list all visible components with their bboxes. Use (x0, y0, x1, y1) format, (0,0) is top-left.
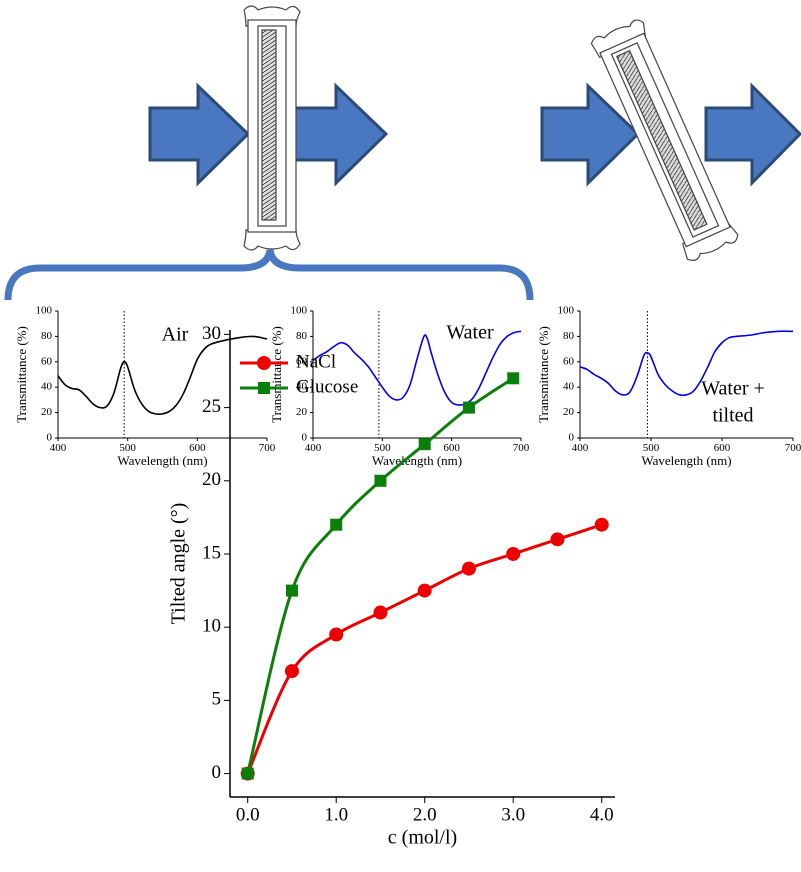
marker (373, 605, 388, 620)
marker (462, 401, 475, 414)
x-tick-label: 2.0 (413, 805, 437, 826)
x-axis-label: c (mol/l) (388, 827, 457, 849)
x-tick-label: 500 (643, 442, 660, 454)
y-tick-label: 5 (212, 689, 222, 710)
chart: 400 500 600 700 0 20 40 60 80 100 Wavelength (nm) T… (269, 305, 530, 468)
legend-marker (258, 382, 270, 394)
y-tick-label: 20 (563, 406, 575, 418)
diagram (4, 5, 801, 301)
arrow (288, 82, 389, 187)
annotation: Air (162, 324, 189, 346)
marker (550, 532, 565, 547)
x-tick-label: 400 (305, 442, 322, 454)
marker (417, 583, 432, 598)
marker (507, 372, 520, 385)
x-tick-label: 600 (714, 442, 731, 454)
arrow (704, 82, 801, 187)
y-tick-label: 100 (558, 305, 575, 317)
marker (418, 438, 431, 451)
x-tick-label: 4.0 (590, 805, 614, 826)
chart: 0.0 1.0 2.0 3.0 4.0 0 5 10 15 20 25 30 c (mol/l) Tilt… (168, 323, 615, 849)
marker (506, 546, 521, 561)
arrow (540, 82, 641, 187)
annotation: Water + (701, 378, 765, 400)
y-tick-label: 80 (563, 330, 575, 342)
y-axis-label: Tilted angle (°) (168, 503, 190, 625)
y-tick-label: 60 (296, 355, 308, 367)
x-tick-label: 3.0 (501, 805, 525, 826)
marker (594, 517, 609, 532)
x-tick-label: 600 (443, 442, 460, 454)
brace (4, 249, 534, 301)
annotation: tilted (712, 405, 753, 427)
y-tick-label: 15 (202, 542, 221, 563)
y-tick-label: 100 (36, 305, 53, 317)
x-tick-label: 600 (189, 442, 206, 454)
line (57, 335, 268, 415)
y-tick-label: 20 (202, 469, 221, 490)
marker (330, 518, 343, 531)
x-tick-label: 700 (513, 442, 530, 454)
x-tick-label: 400 (50, 442, 67, 454)
x-axis-label: Wavelength (nm) (117, 453, 207, 468)
x-tick-label: 500 (374, 442, 391, 454)
y-tick-label: 0 (302, 432, 308, 444)
x-tick-label: 700 (259, 442, 276, 454)
y-tick-label: 30 (202, 323, 221, 344)
y-axis-label: Transmittance (%) (269, 326, 284, 423)
marker (461, 561, 476, 576)
x-tick-label: 500 (119, 442, 136, 454)
chart: 400 500 600 700 0 20 40 60 80 100 Wavelength (nm) T… (536, 305, 801, 468)
y-tick-label: 80 (296, 330, 308, 342)
x-tick-label: 400 (572, 442, 589, 454)
marker (241, 767, 254, 780)
line (579, 330, 794, 397)
x-axis-label: Wavelength (nm) (372, 453, 462, 468)
y-tick-label: 0 (47, 432, 53, 444)
y-tick-label: 20 (296, 406, 308, 418)
x-tick-label: 700 (785, 442, 801, 454)
marker (329, 627, 344, 642)
annotation: Water (446, 322, 494, 344)
legend-label: Glucose (296, 376, 358, 397)
y-axis-label: Transmittance (%) (14, 326, 29, 423)
marker (284, 664, 299, 679)
slide (243, 5, 301, 251)
x-tick-label: 1.0 (324, 805, 348, 826)
legend-label: NaCl (296, 351, 336, 372)
marker (374, 474, 387, 487)
y-tick-label: 40 (41, 381, 53, 393)
arrow (148, 82, 251, 187)
line (312, 330, 522, 406)
y-axis-label: Transmittance (%) (536, 326, 551, 423)
y-tick-label: 20 (41, 406, 53, 418)
y-tick-label: 60 (563, 355, 575, 367)
y-tick-label: 0 (212, 762, 222, 783)
y-tick-label: 40 (296, 381, 308, 393)
x-tick-label: 0.0 (236, 805, 260, 826)
tilted-slide (590, 19, 739, 261)
y-tick-label: 10 (202, 616, 221, 637)
x-axis-label: Wavelength (nm) (641, 453, 731, 468)
y-tick-label: 25 (202, 396, 221, 417)
y-tick-label: 40 (563, 381, 575, 393)
chart: 400 500 600 700 0 20 40 60 80 100 Wavelength (nm) T… (14, 305, 276, 468)
line (246, 523, 603, 775)
marker (285, 584, 298, 597)
y-tick-label: 0 (569, 432, 575, 444)
y-tick-label: 100 (291, 305, 308, 317)
y-tick-label: 80 (41, 330, 53, 342)
legend-marker (257, 356, 271, 370)
y-tick-label: 60 (41, 355, 53, 367)
